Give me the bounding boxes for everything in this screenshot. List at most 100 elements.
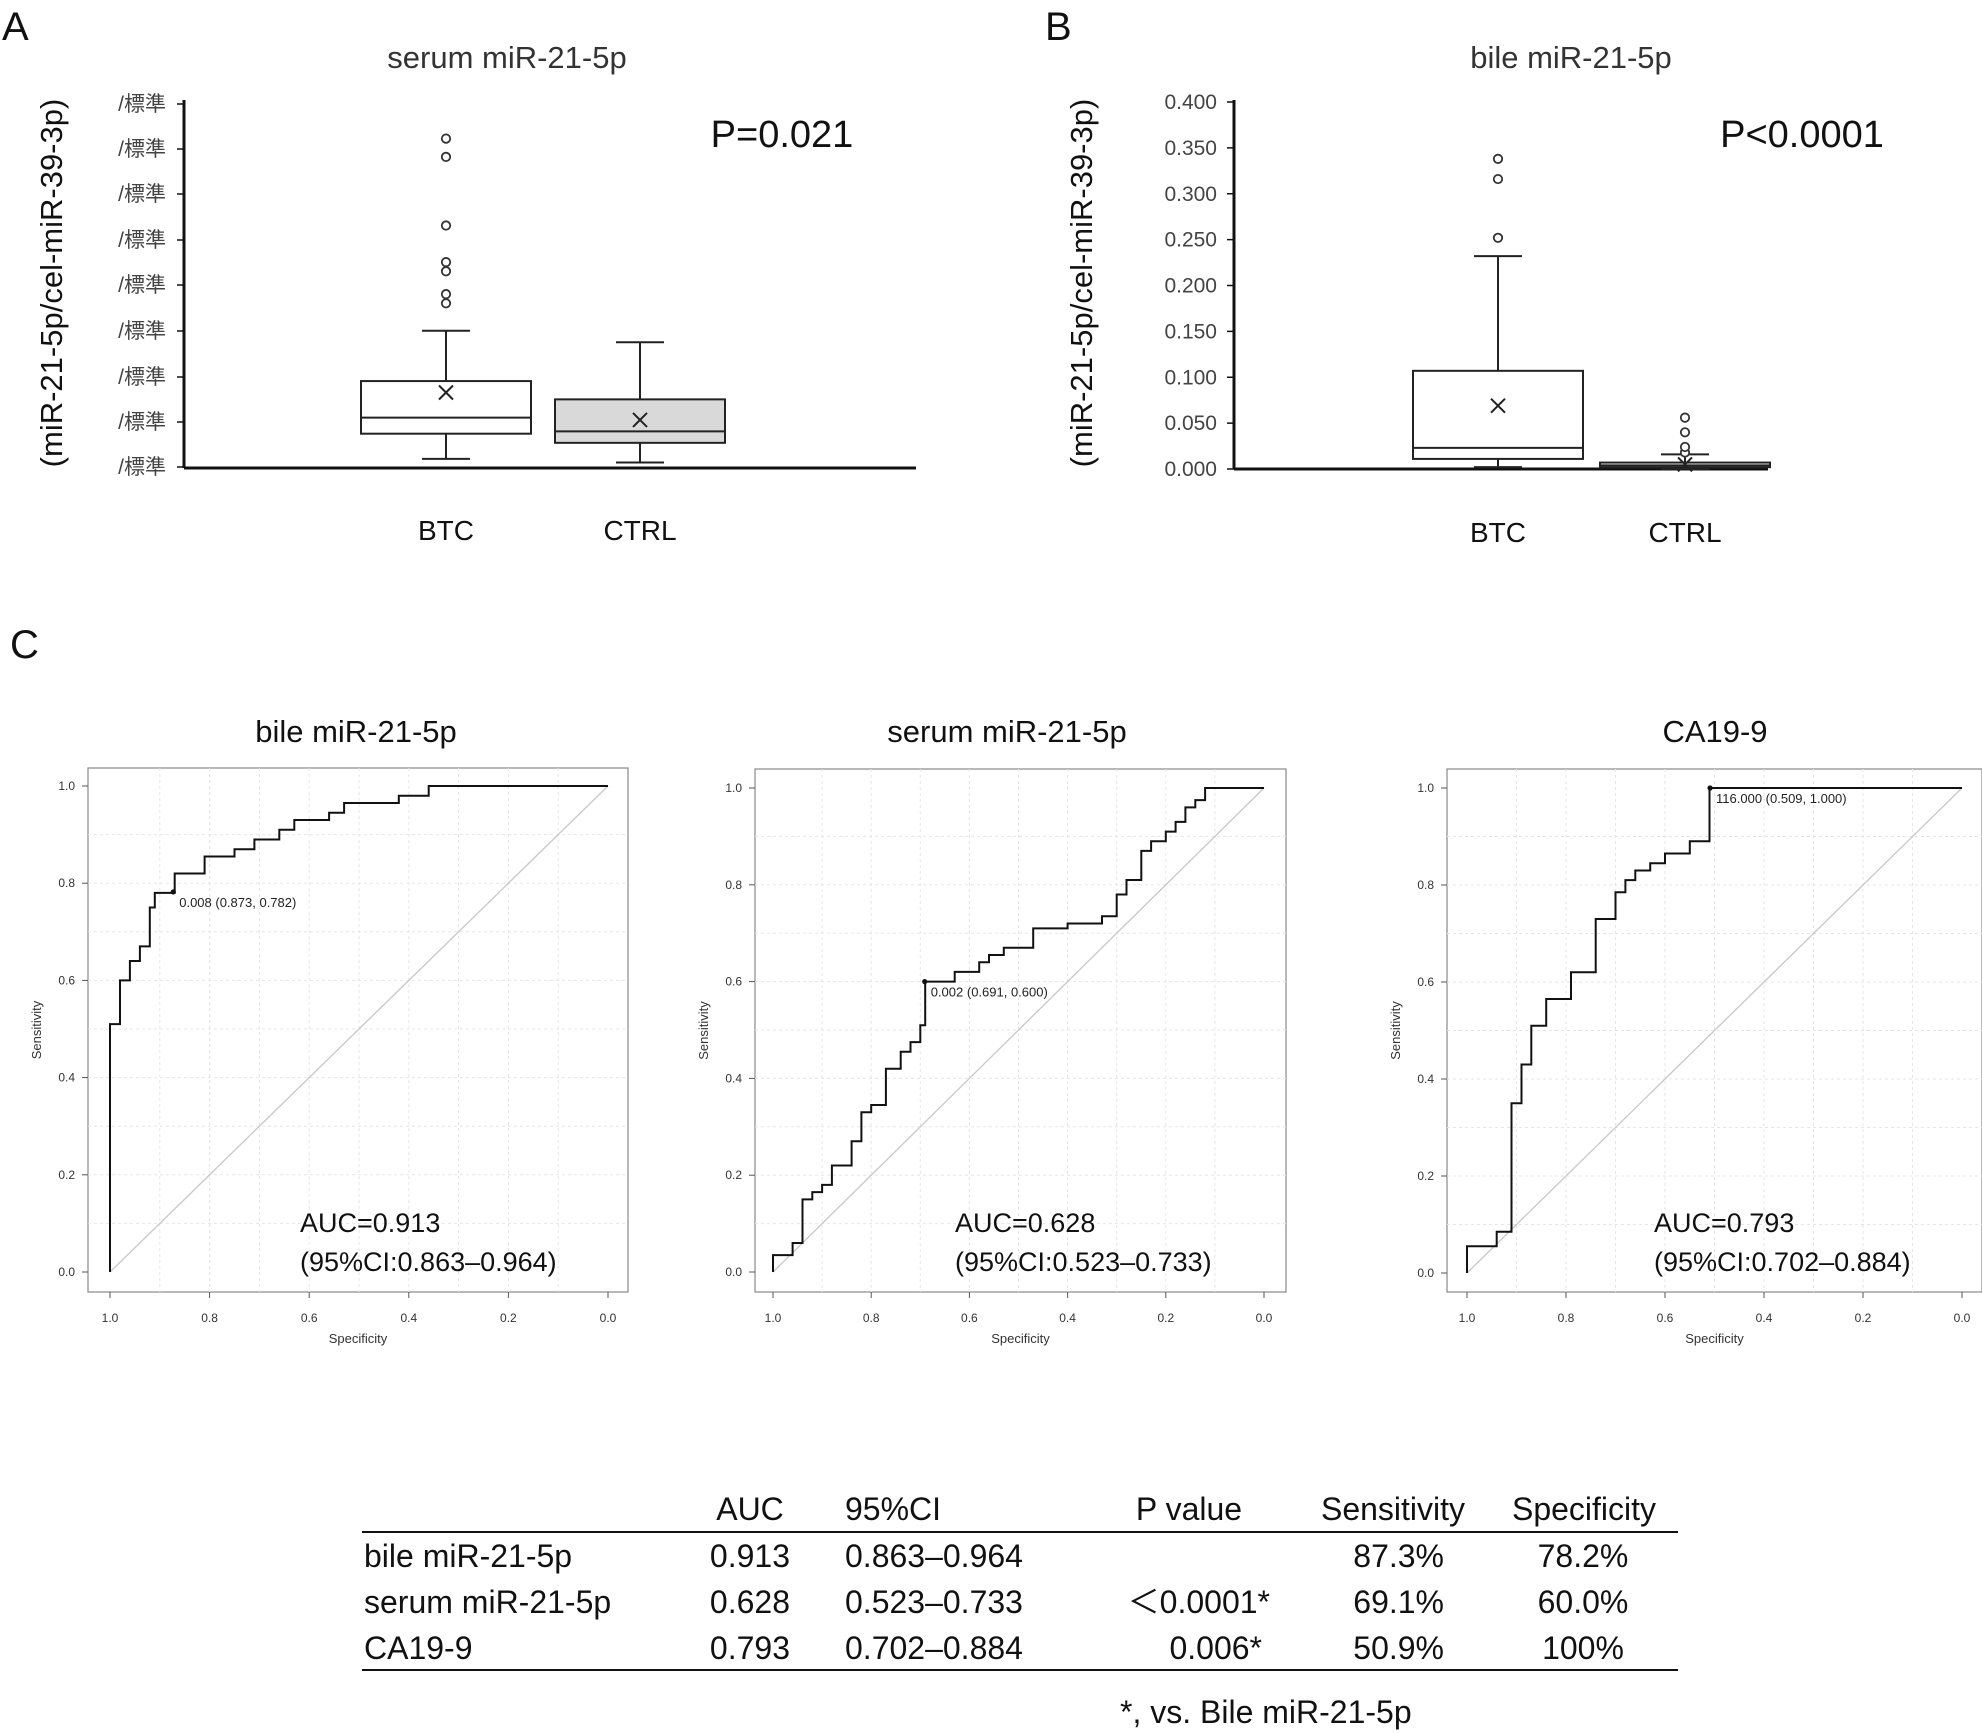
plot-frame: [87, 767, 629, 1293]
auc-text: AUC=0.628: [955, 1208, 1095, 1238]
y-tick-label: 0.100: [1164, 366, 1217, 389]
table-cell-sensitivity: 69.1%: [1353, 1584, 1444, 1620]
outlier-point: [440, 298, 452, 309]
x-tick-label: 0.0: [1256, 1311, 1273, 1325]
y-tick-label: 0.200: [1164, 275, 1217, 298]
y-tick-label: 0.8: [58, 876, 75, 890]
x-axis-label: Specificity: [1685, 1331, 1744, 1346]
group-label: CTRL: [603, 515, 676, 546]
cutoff-point: [922, 979, 928, 985]
roc-curve: [1466, 787, 1962, 1273]
y-axis-label: Sensitivity: [696, 1001, 711, 1060]
x-tick-label: 1.0: [1459, 1311, 1476, 1325]
y-tick-label: 0.0: [58, 1265, 75, 1279]
y-tick-label: 1.0: [1417, 781, 1434, 795]
y-tick-label: 0.6: [1417, 975, 1434, 989]
y-tick-label: /標準: [118, 320, 166, 343]
table-footnote: *, vs. Bile miR-21-5p: [1120, 1694, 1412, 1730]
table-cell-auc: 0.628: [710, 1584, 790, 1620]
table-row-label: bile miR-21-5p: [364, 1538, 572, 1574]
auc-ci-text: (95%CI:0.523–0.733): [955, 1247, 1212, 1277]
boxplot-bile: bile miR-21-5p P<0.0001 (miR-21-5p/cel-miR…: [1064, 40, 1884, 548]
table-row: CA19-9 0.793 0.702–0.884 0.006* 50.9% 10…: [364, 1630, 1624, 1666]
group-label: BTC: [418, 515, 474, 546]
roc-curve: [109, 785, 608, 1272]
y-tick-label: 1.0: [58, 779, 75, 793]
y-tick-label: 0.8: [1417, 878, 1434, 892]
y-tick-label: 0.400: [1164, 91, 1217, 114]
y-tick-label: /標準: [118, 456, 166, 479]
outlier-point: [1679, 441, 1691, 453]
y-tick-label: 0.8: [725, 878, 742, 892]
x-tick-label: 0.4: [400, 1311, 417, 1325]
roc-chart-serum: serum miR-21-5p 1.0 0.8 0.6 0.4 0.2 0.0 0.0 0.2 0…: [696, 714, 1287, 1346]
y-tick-label: 0.6: [58, 973, 75, 987]
p-value-text: P=0.021: [711, 114, 854, 156]
table-header-pvalue: P value: [1136, 1491, 1242, 1527]
group-label: BTC: [1470, 517, 1526, 548]
x-tick-label: 0.8: [1558, 1311, 1575, 1325]
roc-chart-bile: bile miR-21-5p 1.0 0.8 0.6 0.4 0.2 0.0 0.0 0.2 0.…: [29, 714, 629, 1346]
panel-label-c: C: [10, 623, 39, 667]
cutoff-label: 116.000 (0.509, 1.000): [1716, 791, 1847, 806]
cutoff-label: 0.008 (0.873, 0.782): [179, 895, 296, 910]
roc-chart-ca199: CA19-9 1.0 0.8 0.6 0.4 0.2 0.0 0.0 0.2 0.4 0.6 0.8 1…: [1388, 714, 1982, 1346]
chart-title: bile miR-21-5p: [1470, 40, 1672, 75]
y-tick-label: /標準: [118, 93, 166, 116]
outlier-point: [1492, 173, 1504, 185]
table-row-label: CA19-9: [364, 1630, 473, 1666]
table-cell-specificity: 100%: [1542, 1630, 1624, 1666]
y-tick-label: 0.050: [1164, 412, 1217, 435]
outlier-point: [1492, 232, 1504, 243]
y-tick-label: 0.2: [725, 1168, 742, 1182]
table-header-ci: 95%CI: [845, 1491, 941, 1527]
chart-title: serum miR-21-5p: [887, 714, 1126, 749]
table-cell-pvalue: 0.006*: [1169, 1630, 1262, 1666]
box-group-btc: BTC: [360, 133, 532, 546]
y-tick-label: 0.000: [1164, 458, 1217, 481]
reference-diagonal: [772, 787, 1265, 1273]
x-tick-label: 0.2: [1157, 1311, 1174, 1325]
y-tick-label: 0.250: [1164, 229, 1217, 252]
y-axis-label: (miR-21-5p/cel-miR-39-3p): [34, 99, 69, 468]
box-group-ctrl: CTRL: [554, 341, 726, 546]
x-tick-label: 0.4: [1059, 1311, 1076, 1325]
outlier-point: [440, 220, 452, 231]
y-tick-label: /標準: [118, 274, 166, 297]
table-cell-auc: 0.793: [710, 1630, 790, 1666]
table-cell-auc: 0.913: [710, 1538, 790, 1574]
y-tick-label: 0.0: [1417, 1266, 1434, 1280]
auc-text: AUC=0.793: [1654, 1208, 1794, 1238]
table-header-specificity: Specificity: [1512, 1491, 1656, 1527]
panel-label-b: B: [1045, 5, 1072, 49]
outlier-point: [1679, 427, 1691, 438]
table-header-auc: AUC: [716, 1491, 784, 1527]
group-label: CTRL: [1648, 517, 1721, 548]
iqr-box: [1412, 369, 1584, 460]
auc-ci-text: (95%CI:0.702–0.884): [1654, 1247, 1911, 1277]
cutoff-point: [1707, 785, 1713, 791]
panel-label-a: A: [2, 5, 29, 49]
table-row-label: serum miR-21-5p: [364, 1584, 611, 1620]
y-tick-label: 1.0: [725, 781, 742, 795]
outlier-point: [440, 151, 452, 162]
y-tick-label: 0.2: [58, 1168, 75, 1182]
table-row: serum miR-21-5p 0.628 0.523–0.733 ＜0.000…: [364, 1584, 1628, 1620]
table-cell-pvalue: ＜0.0001*: [1128, 1584, 1270, 1620]
x-tick-label: 0.0: [600, 1311, 617, 1325]
outlier-point: [440, 133, 452, 144]
table-cell-ci: 0.702–0.884: [845, 1630, 1023, 1666]
roc-curve: [772, 787, 1264, 1272]
mean-marker: [632, 412, 648, 428]
boxplot-serum: serum miR-21-5p P=0.021 (miR-21-5p/cel-miR…: [34, 40, 916, 546]
outlier-point: [440, 257, 452, 268]
table-cell-specificity: 60.0%: [1538, 1584, 1629, 1620]
y-tick-label: /標準: [118, 229, 166, 252]
outlier-point: [1679, 412, 1691, 423]
y-tick-label: 0.4: [1417, 1072, 1434, 1086]
y-axis-label: Sensitivity: [1388, 1001, 1403, 1060]
y-tick-label: /標準: [118, 366, 166, 389]
x-tick-label: 1.0: [765, 1311, 782, 1325]
cutoff-point: [170, 889, 176, 895]
